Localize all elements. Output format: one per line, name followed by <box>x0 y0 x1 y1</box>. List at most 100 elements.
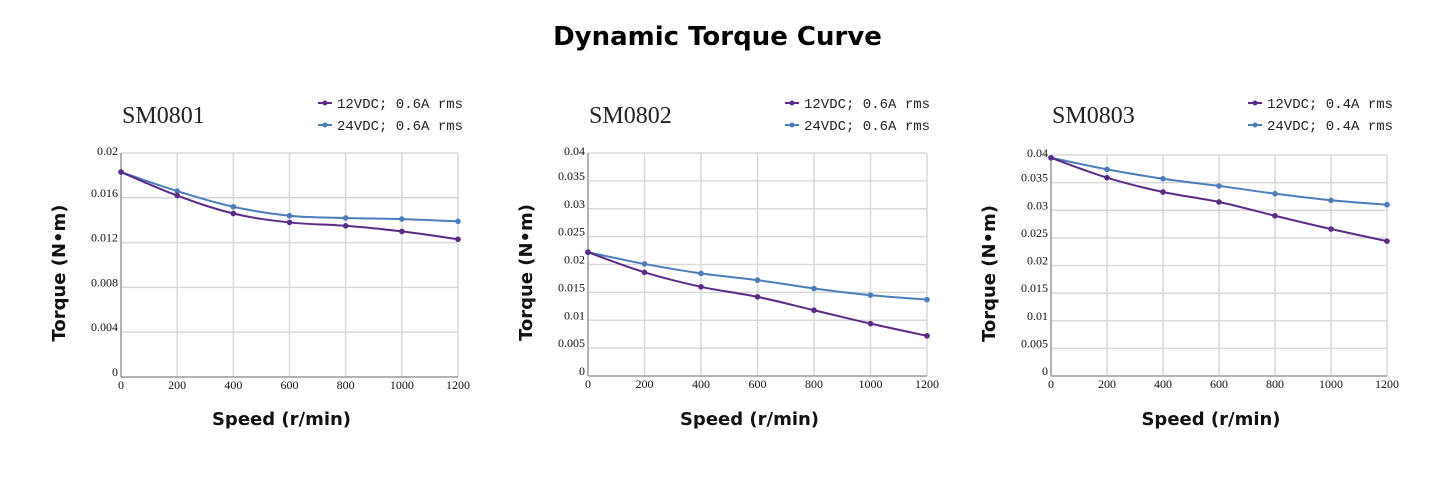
x-tick-label: 0 <box>1048 377 1054 391</box>
data-point <box>1272 190 1278 197</box>
y-tick-label: 0.015 <box>1021 281 1048 295</box>
y-tick-label: 0.025 <box>1021 226 1048 240</box>
x-axis-label: Speed (r/min) <box>680 409 819 430</box>
y-tick-label: 0.005 <box>558 336 585 350</box>
y-tick-label: 0.04 <box>564 144 585 158</box>
x-tick-label: 400 <box>1154 377 1172 391</box>
x-tick-label: 400 <box>224 378 242 392</box>
legend-label: 12VDC; 0.4A rms <box>1267 97 1393 113</box>
y-tick-label: 0 <box>112 365 118 379</box>
y-tick-label: 0.035 <box>1021 171 1048 185</box>
data-point <box>1384 238 1390 244</box>
y-tick-label: 0.004 <box>91 320 118 334</box>
legend-marker <box>789 100 795 106</box>
y-axis-label: Torque (N•m) <box>516 204 537 341</box>
y-tick-label: 0.016 <box>91 186 118 200</box>
legend-label: 12VDC; 0.6A rms <box>804 97 930 113</box>
y-tick-label: 0.035 <box>558 169 585 183</box>
data-point <box>924 333 930 339</box>
legend-label: 24VDC; 0.6A rms <box>804 119 930 135</box>
data-point <box>1384 201 1390 208</box>
x-tick-label: 200 <box>636 377 654 391</box>
data-point <box>399 228 405 235</box>
data-point <box>230 203 237 210</box>
y-tick-label: 0.03 <box>564 197 585 211</box>
data-point <box>1216 183 1222 189</box>
legend-item: 12VDC; 0.6A rms <box>785 97 930 113</box>
x-tick-label: 1200 <box>446 378 470 392</box>
x-tick-label: 800 <box>337 378 355 392</box>
x-tick-label: 0 <box>118 378 124 392</box>
legend-label: 12VDC; 0.6A rms <box>337 97 463 113</box>
data-point <box>867 320 874 327</box>
legend-item: 12VDC; 0.4A rms <box>1248 97 1393 113</box>
x-tick-label: 1200 <box>1375 377 1399 391</box>
data-point <box>698 270 704 277</box>
data-point <box>1104 174 1110 181</box>
data-point <box>455 236 461 243</box>
y-axis-label: Torque (N•m) <box>979 205 1000 342</box>
legend-marker <box>322 122 328 128</box>
data-point <box>455 218 461 225</box>
x-tick-label: 400 <box>692 377 710 391</box>
x-axis-label: Speed (r/min) <box>212 409 351 430</box>
y-tick-label: 0.012 <box>91 231 118 245</box>
data-point <box>174 188 180 194</box>
x-tick-label: 600 <box>1210 377 1228 391</box>
x-tick-label: 1000 <box>859 377 883 391</box>
legend-marker <box>1252 100 1258 106</box>
x-axis-label: Speed (r/min) <box>1141 409 1280 430</box>
y-tick-label: 0 <box>579 364 585 378</box>
data-point <box>641 269 648 276</box>
data-point <box>1160 175 1166 182</box>
data-point <box>174 192 180 199</box>
chart-sm0803: 0 0.005 0.01 0.015 0.02 0.025 0.03 0.035 0.04 0 20… <box>979 97 1399 430</box>
chart-sm0802: 0 0.005 0.01 0.015 0.02 0.025 0.03 0.035 0.04 0 20… <box>516 97 939 430</box>
legend-item: 24VDC; 0.6A rms <box>318 119 463 135</box>
x-tick-label: 1200 <box>915 377 939 391</box>
chart-title: SM0803 <box>1052 103 1135 129</box>
legend-marker <box>1252 122 1258 128</box>
x-tick-label: 600 <box>281 378 299 392</box>
chart-sm0801: 0 0.004 0.008 0.012 0.016 0.02 0 200 400 600 800 10… <box>49 97 470 430</box>
data-point <box>286 219 293 226</box>
data-point <box>754 277 761 283</box>
y-tick-label: 0 <box>1042 364 1048 378</box>
data-point <box>698 284 704 290</box>
legend-label: 24VDC; 0.4A rms <box>1267 119 1393 135</box>
legend-item: 12VDC; 0.6A rms <box>318 97 463 113</box>
data-point <box>1048 154 1054 161</box>
data-point <box>342 223 349 229</box>
x-tick-label: 200 <box>168 378 186 392</box>
x-tick-label: 1000 <box>390 378 414 392</box>
data-point <box>1104 166 1110 173</box>
y-tick-label: 0.04 <box>1027 146 1048 160</box>
data-point <box>754 294 761 300</box>
data-point <box>342 215 349 221</box>
data-point <box>1328 226 1334 232</box>
x-tick-label: 800 <box>805 377 823 391</box>
chart-title: SM0801 <box>122 103 205 129</box>
data-point <box>230 210 237 217</box>
data-point <box>867 292 874 298</box>
x-tick-label: 800 <box>1266 377 1284 391</box>
data-point <box>118 169 124 175</box>
data-point <box>811 307 817 314</box>
x-tick-label: 1000 <box>1319 377 1343 391</box>
chart-title: SM0802 <box>589 103 672 129</box>
y-tick-label: 0.02 <box>97 144 118 158</box>
y-tick-label: 0.008 <box>91 275 118 289</box>
data-point <box>811 285 817 292</box>
legend-marker <box>789 122 795 128</box>
legend-item: 24VDC; 0.4A rms <box>1248 119 1393 135</box>
y-tick-label: 0.015 <box>558 280 585 294</box>
data-point <box>641 261 648 267</box>
y-tick-label: 0.02 <box>564 253 585 267</box>
y-tick-label: 0.025 <box>558 225 585 239</box>
y-axis-label: Torque (N•m) <box>49 204 70 341</box>
data-point <box>585 249 591 256</box>
legend-label: 24VDC; 0.6A rms <box>337 119 463 135</box>
y-tick-label: 0.02 <box>1027 254 1048 268</box>
legend-item: 24VDC; 0.6A rms <box>785 119 930 135</box>
